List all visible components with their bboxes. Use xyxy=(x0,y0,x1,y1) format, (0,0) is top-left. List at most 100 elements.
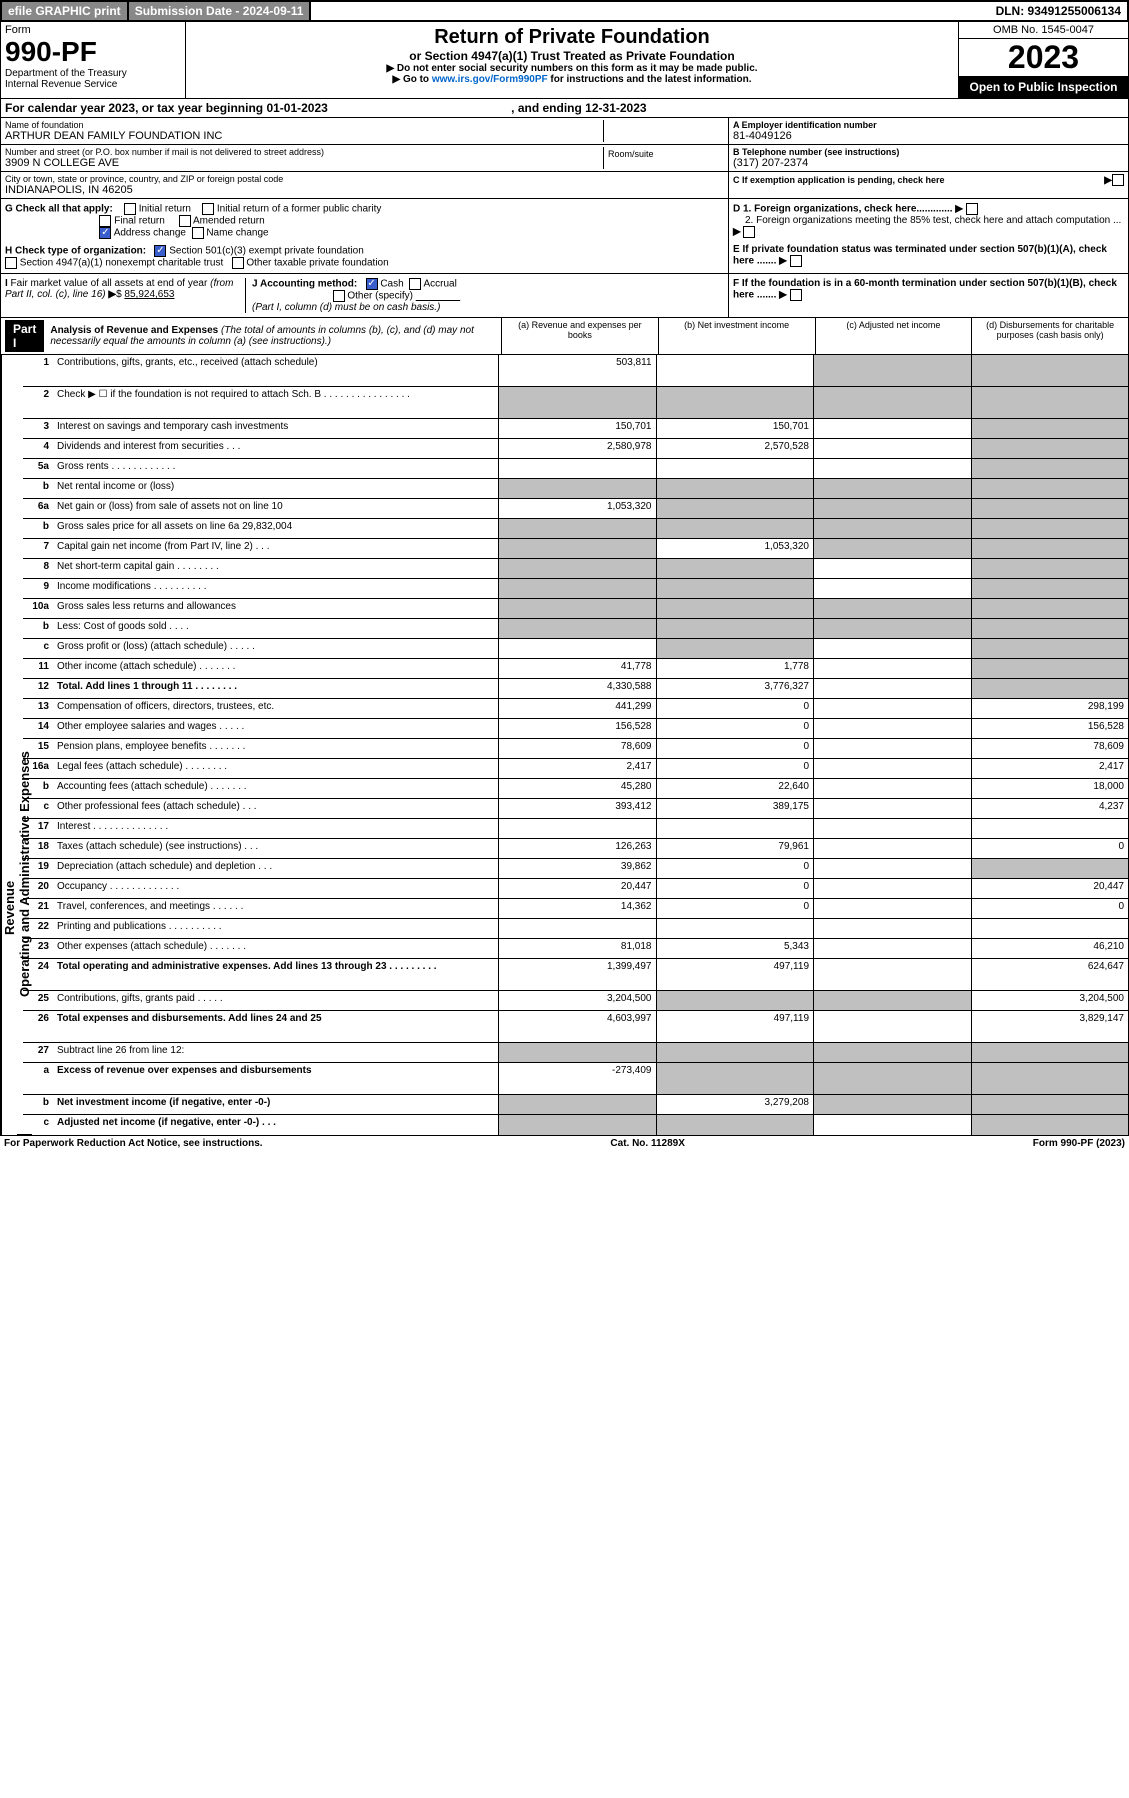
d1-checkbox[interactable] xyxy=(966,203,978,215)
cell-a xyxy=(498,1095,656,1114)
g-final-checkbox[interactable] xyxy=(99,215,111,227)
header: Form 990-PF Department of the TreasuryIn… xyxy=(0,22,1129,99)
info-block: Name of foundation ARTHUR DEAN FAMILY FO… xyxy=(0,118,1129,199)
addr-label: Number and street (or P.O. box number if… xyxy=(5,147,603,157)
phone-label: B Telephone number (see instructions) xyxy=(733,147,1124,157)
line-num: c xyxy=(23,639,53,658)
room-label: Room/suite xyxy=(604,147,724,169)
omb: OMB No. 1545-0047 xyxy=(959,22,1128,39)
line-desc: Interest on savings and temporary cash i… xyxy=(53,419,498,438)
cell-c xyxy=(813,939,971,958)
cell-d xyxy=(971,639,1129,658)
cell-d: 18,000 xyxy=(971,779,1129,798)
instructions-link[interactable]: www.irs.gov/Form990PF xyxy=(432,74,548,85)
cell-a: 14,362 xyxy=(498,899,656,918)
c-checkbox[interactable] xyxy=(1112,174,1124,186)
calendar-year-row: For calendar year 2023, or tax year begi… xyxy=(0,99,1129,118)
line-desc: Other employee salaries and wages . . . … xyxy=(53,719,498,738)
h-501c3-checkbox[interactable] xyxy=(154,245,166,257)
cell-a xyxy=(498,579,656,598)
cell-d xyxy=(971,419,1129,438)
footer-right: Form 990-PF (2023) xyxy=(1033,1138,1125,1149)
cell-d xyxy=(971,387,1129,418)
cell-a xyxy=(498,519,656,538)
line-desc: Other income (attach schedule) . . . . .… xyxy=(53,659,498,678)
cell-b xyxy=(656,991,814,1010)
form-title: Return of Private Foundation xyxy=(190,26,954,49)
cell-c xyxy=(813,1043,971,1062)
h-row: H Check type of organization: Section 50… xyxy=(5,245,724,269)
e-checkbox[interactable] xyxy=(790,255,802,267)
line-desc: Excess of revenue over expenses and disb… xyxy=(53,1063,498,1094)
f-checkbox[interactable] xyxy=(790,289,802,301)
cell-c xyxy=(813,479,971,498)
cell-d xyxy=(971,659,1129,678)
cell-b: 0 xyxy=(656,699,814,718)
cell-d xyxy=(971,919,1129,938)
part1-table: Revenue Operating and Administrative Exp… xyxy=(0,355,1129,1136)
j-other-checkbox[interactable] xyxy=(333,290,345,302)
line-num: 6a xyxy=(23,499,53,518)
j-accrual-checkbox[interactable] xyxy=(409,278,421,290)
g-initial-checkbox[interactable] xyxy=(124,203,136,215)
rows: 1Contributions, gifts, grants, etc., rec… xyxy=(23,355,1128,1135)
table-row: 25Contributions, gifts, grants paid . . … xyxy=(23,991,1128,1011)
dept: Department of the TreasuryInternal Reven… xyxy=(5,68,181,90)
d2-checkbox[interactable] xyxy=(743,226,755,238)
header-center: Return of Private Foundation or Section … xyxy=(186,22,958,98)
cell-c xyxy=(813,387,971,418)
col-a-header: (a) Revenue and expenses per books xyxy=(501,318,658,354)
line-num: 5a xyxy=(23,459,53,478)
cell-b xyxy=(656,559,814,578)
line-desc: Net gain or (loss) from sale of assets n… xyxy=(53,499,498,518)
cell-d xyxy=(971,355,1129,386)
efile-btn[interactable]: efile GRAPHIC print xyxy=(2,2,129,20)
cell-c xyxy=(813,619,971,638)
cell-d: 156,528 xyxy=(971,719,1129,738)
g-former-checkbox[interactable] xyxy=(202,203,214,215)
cell-b: 0 xyxy=(656,859,814,878)
cell-b: 1,778 xyxy=(656,659,814,678)
cell-d xyxy=(971,519,1129,538)
table-row: 18Taxes (attach schedule) (see instructi… xyxy=(23,839,1128,859)
table-row: 23Other expenses (attach schedule) . . .… xyxy=(23,939,1128,959)
line-desc: Occupancy . . . . . . . . . . . . . xyxy=(53,879,498,898)
h-other-checkbox[interactable] xyxy=(232,257,244,269)
cell-b: 389,175 xyxy=(656,799,814,818)
cell-c xyxy=(813,859,971,878)
cell-c xyxy=(813,559,971,578)
line-num: 4 xyxy=(23,439,53,458)
table-row: bNet investment income (if negative, ent… xyxy=(23,1095,1128,1115)
cell-a xyxy=(498,1115,656,1135)
j-cash-checkbox[interactable] xyxy=(366,278,378,290)
cell-a: 3,204,500 xyxy=(498,991,656,1010)
line-desc: Depreciation (attach schedule) and deple… xyxy=(53,859,498,878)
city-label: City or town, state or province, country… xyxy=(5,174,724,184)
h-4947-checkbox[interactable] xyxy=(5,257,17,269)
line-desc: Net investment income (if negative, ente… xyxy=(53,1095,498,1114)
line-desc: Net short-term capital gain . . . . . . … xyxy=(53,559,498,578)
cell-b xyxy=(656,819,814,838)
cell-d: 2,417 xyxy=(971,759,1129,778)
cell-c xyxy=(813,899,971,918)
g-amended-checkbox[interactable] xyxy=(179,215,191,227)
g-name-checkbox[interactable] xyxy=(192,227,204,239)
cell-d xyxy=(971,559,1129,578)
cell-d xyxy=(971,599,1129,618)
cell-d xyxy=(971,1115,1129,1135)
note1: ▶ Do not enter social security numbers o… xyxy=(190,63,954,74)
cell-a: -273,409 xyxy=(498,1063,656,1094)
line-num: 3 xyxy=(23,419,53,438)
table-row: aExcess of revenue over expenses and dis… xyxy=(23,1063,1128,1095)
line-desc: Gross profit or (loss) (attach schedule)… xyxy=(53,639,498,658)
cell-b xyxy=(656,459,814,478)
table-row: 26Total expenses and disbursements. Add … xyxy=(23,1011,1128,1043)
cell-b: 1,053,320 xyxy=(656,539,814,558)
cell-d: 3,829,147 xyxy=(971,1011,1129,1042)
cell-c xyxy=(813,599,971,618)
g-address-checkbox[interactable] xyxy=(99,227,111,239)
cell-a: 1,399,497 xyxy=(498,959,656,990)
cell-c xyxy=(813,839,971,858)
cell-b: 150,701 xyxy=(656,419,814,438)
cell-c xyxy=(813,699,971,718)
